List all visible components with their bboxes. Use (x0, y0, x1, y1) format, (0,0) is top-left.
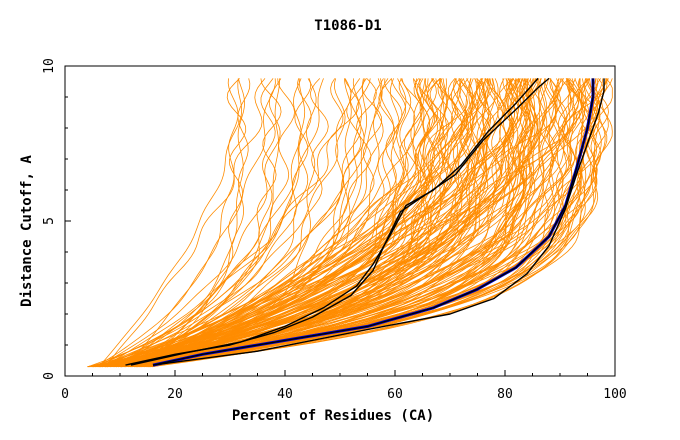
background-curve (124, 78, 447, 368)
background-curve (95, 78, 239, 368)
background-curve (105, 78, 547, 368)
background-curve (143, 78, 469, 368)
background-curve (107, 78, 383, 368)
background-curve (100, 78, 558, 368)
background-curve (112, 78, 520, 368)
background-curve (141, 78, 324, 367)
background-curve (135, 78, 429, 368)
background-curve (118, 78, 598, 368)
x-tick-label: 40 (277, 387, 293, 402)
x-tick-label: 0 (61, 387, 69, 402)
background-curve (113, 78, 597, 368)
background-curve (147, 78, 516, 368)
background-curve (116, 78, 559, 368)
background-curve (146, 78, 426, 368)
y-axis: 0 5 10 (42, 58, 71, 380)
background-curve (118, 78, 560, 368)
y-tick-label: 10 (42, 58, 57, 74)
background-curve (124, 78, 276, 367)
x-tick-label: 60 (387, 387, 403, 402)
background-curve (93, 78, 579, 368)
background-curve (116, 78, 604, 368)
background-curve (115, 78, 590, 368)
y-tick-label: 0 (42, 372, 57, 380)
background-curve (87, 78, 312, 368)
background-curve (87, 78, 516, 368)
background-curve (135, 78, 352, 368)
background-curve (120, 78, 529, 368)
background-curve (148, 78, 454, 368)
highlight-curve-black (152, 78, 605, 366)
background-curve (98, 78, 243, 367)
highlight-curves (125, 77, 605, 367)
chart-title: T1086-D1 (314, 18, 381, 34)
background-curve (129, 78, 247, 368)
background-curve (105, 78, 276, 368)
background-curve (104, 78, 266, 367)
background-curve (106, 78, 519, 368)
background-curve (120, 78, 430, 368)
background-curve (98, 78, 575, 368)
background-curve (140, 78, 383, 368)
background-curve (147, 78, 590, 368)
background-curve (134, 78, 296, 368)
y-tick-label: 5 (42, 217, 57, 225)
background-curve (141, 78, 572, 368)
x-tick-label: 80 (497, 387, 513, 402)
background-curve (117, 78, 487, 368)
background-curves (87, 78, 613, 368)
background-curve (99, 78, 599, 368)
background-curve (141, 78, 365, 368)
background-curve (103, 78, 344, 368)
background-curve (118, 78, 466, 368)
background-curve (130, 78, 519, 368)
background-curve (107, 78, 598, 368)
background-curve (102, 78, 468, 368)
x-axis-title: Percent of Residues (CA) (232, 408, 434, 424)
background-curve (102, 78, 371, 368)
background-curve (134, 78, 584, 368)
background-curve (131, 78, 395, 368)
background-curve (119, 78, 329, 368)
background-curve (120, 78, 438, 368)
background-curve (94, 78, 504, 368)
background-curve (134, 78, 384, 368)
background-curve (134, 78, 499, 368)
background-curve (90, 78, 416, 368)
background-curve (95, 78, 306, 368)
background-curve (122, 78, 251, 368)
background-curve (139, 78, 527, 368)
background-curve (111, 78, 246, 368)
background-curve (110, 78, 537, 368)
background-curve (121, 78, 564, 368)
background-curve (141, 78, 368, 368)
x-tick-label: 100 (603, 387, 626, 402)
background-curve (125, 78, 555, 368)
highlight-curve-black (130, 77, 539, 366)
background-curve (152, 78, 601, 368)
y-axis-title: Distance Cutoff, A (19, 155, 35, 307)
background-curve (109, 78, 542, 368)
background-curve (121, 78, 360, 368)
background-curve (97, 78, 282, 368)
x-tick-label: 20 (167, 387, 183, 402)
background-curve (139, 78, 491, 368)
highlight-curve-black (152, 78, 594, 366)
x-axis: 0 20 40 60 80 100 (61, 370, 627, 402)
background-curve (121, 78, 425, 368)
